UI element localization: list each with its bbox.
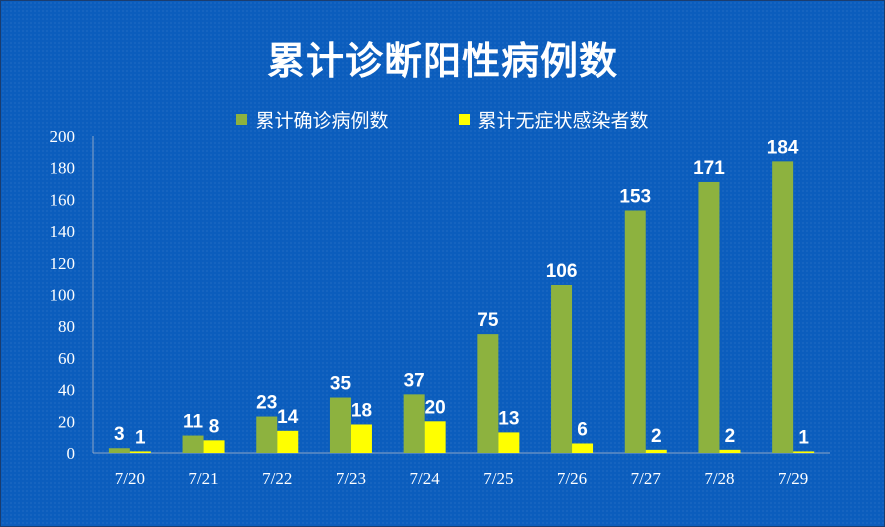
- x-tick-label: 7/28: [704, 469, 734, 488]
- bar-confirmed: [403, 394, 425, 453]
- bar-confirmed: [182, 435, 204, 453]
- bar-confirmed: [772, 161, 794, 454]
- chart-title: 累计诊断阳性病例数: [266, 41, 618, 83]
- legend-swatch-asymptomatic: [458, 114, 470, 125]
- x-tick-label: 7/24: [410, 469, 441, 488]
- data-label-confirmed: 153: [619, 186, 651, 207]
- x-tick-label: 7/21: [188, 469, 218, 488]
- bar-asymptomatic: [277, 430, 299, 453]
- legend-label-confirmed: 累计确诊病例数: [255, 111, 389, 132]
- bar-asymptomatic: [424, 421, 446, 453]
- y-tick-label: 160: [50, 190, 76, 209]
- x-tick-label: 7/29: [778, 469, 808, 488]
- bar-asymptomatic: [793, 451, 815, 453]
- data-label-asymptomatic: 2: [725, 426, 736, 447]
- data-label-asymptomatic: 18: [351, 400, 372, 421]
- y-tick-label: 80: [58, 317, 75, 336]
- x-tick-label: 7/27: [631, 469, 662, 488]
- data-label-asymptomatic: 1: [135, 427, 146, 448]
- bar-asymptomatic: [645, 449, 667, 453]
- data-label-confirmed: 106: [546, 261, 578, 282]
- bar-confirmed: [256, 416, 278, 453]
- legend-swatch-confirmed: [236, 114, 248, 125]
- y-tick-label: 60: [58, 349, 75, 368]
- data-label-confirmed: 11: [183, 412, 204, 433]
- bar-confirmed: [329, 397, 351, 453]
- bar-confirmed: [624, 210, 646, 453]
- data-label-confirmed: 75: [477, 310, 499, 331]
- y-tick-label: 120: [50, 254, 76, 273]
- data-label-asymptomatic: 13: [498, 408, 519, 429]
- legend-label-asymptomatic: 累计无症状感染者数: [477, 111, 649, 132]
- bar-confirmed: [698, 181, 720, 453]
- bar-confirmed: [551, 284, 573, 453]
- data-label-asymptomatic: 1: [798, 427, 809, 448]
- data-label-asymptomatic: 14: [277, 407, 299, 428]
- bar-asymptomatic: [498, 432, 520, 453]
- data-label-asymptomatic: 8: [209, 416, 220, 437]
- bar-confirmed: [108, 448, 130, 453]
- y-tick-label: 140: [50, 222, 76, 241]
- bar-asymptomatic: [572, 443, 594, 453]
- legend: 累计确诊病例数 累计无症状感染者数: [0, 106, 885, 133]
- y-tick-label: 20: [58, 412, 75, 431]
- x-tick-label: 7/25: [483, 469, 513, 488]
- x-tick-label: 7/20: [115, 469, 145, 488]
- data-label-asymptomatic: 20: [425, 397, 446, 418]
- bar-asymptomatic: [129, 451, 151, 453]
- bar-asymptomatic: [350, 424, 372, 453]
- x-tick-label: 7/23: [336, 469, 366, 488]
- y-tick-label: 0: [67, 444, 76, 463]
- data-label-asymptomatic: 2: [651, 426, 662, 447]
- x-tick-label: 7/22: [262, 469, 292, 488]
- data-label-confirmed: 184: [767, 137, 799, 158]
- data-label-confirmed: 3: [114, 424, 125, 445]
- data-label-confirmed: 23: [256, 393, 277, 414]
- y-tick-label: 200: [50, 127, 76, 146]
- bar-asymptomatic: [203, 440, 225, 453]
- legend-item-confirmed: 累计确诊病例数: [236, 106, 389, 133]
- bar-asymptomatic: [719, 449, 741, 453]
- bar-confirmed: [477, 334, 499, 453]
- y-tick-label: 180: [50, 159, 76, 178]
- data-label-confirmed: 35: [330, 374, 352, 395]
- x-tick-label: 7/26: [557, 469, 587, 488]
- y-tick-label: 40: [58, 381, 75, 400]
- data-label-asymptomatic: 6: [577, 419, 588, 440]
- data-label-confirmed: 37: [404, 370, 425, 391]
- data-label-confirmed: 171: [693, 158, 725, 179]
- legend-item-asymptomatic: 累计无症状感染者数: [458, 106, 649, 133]
- y-tick-label: 100: [50, 286, 76, 305]
